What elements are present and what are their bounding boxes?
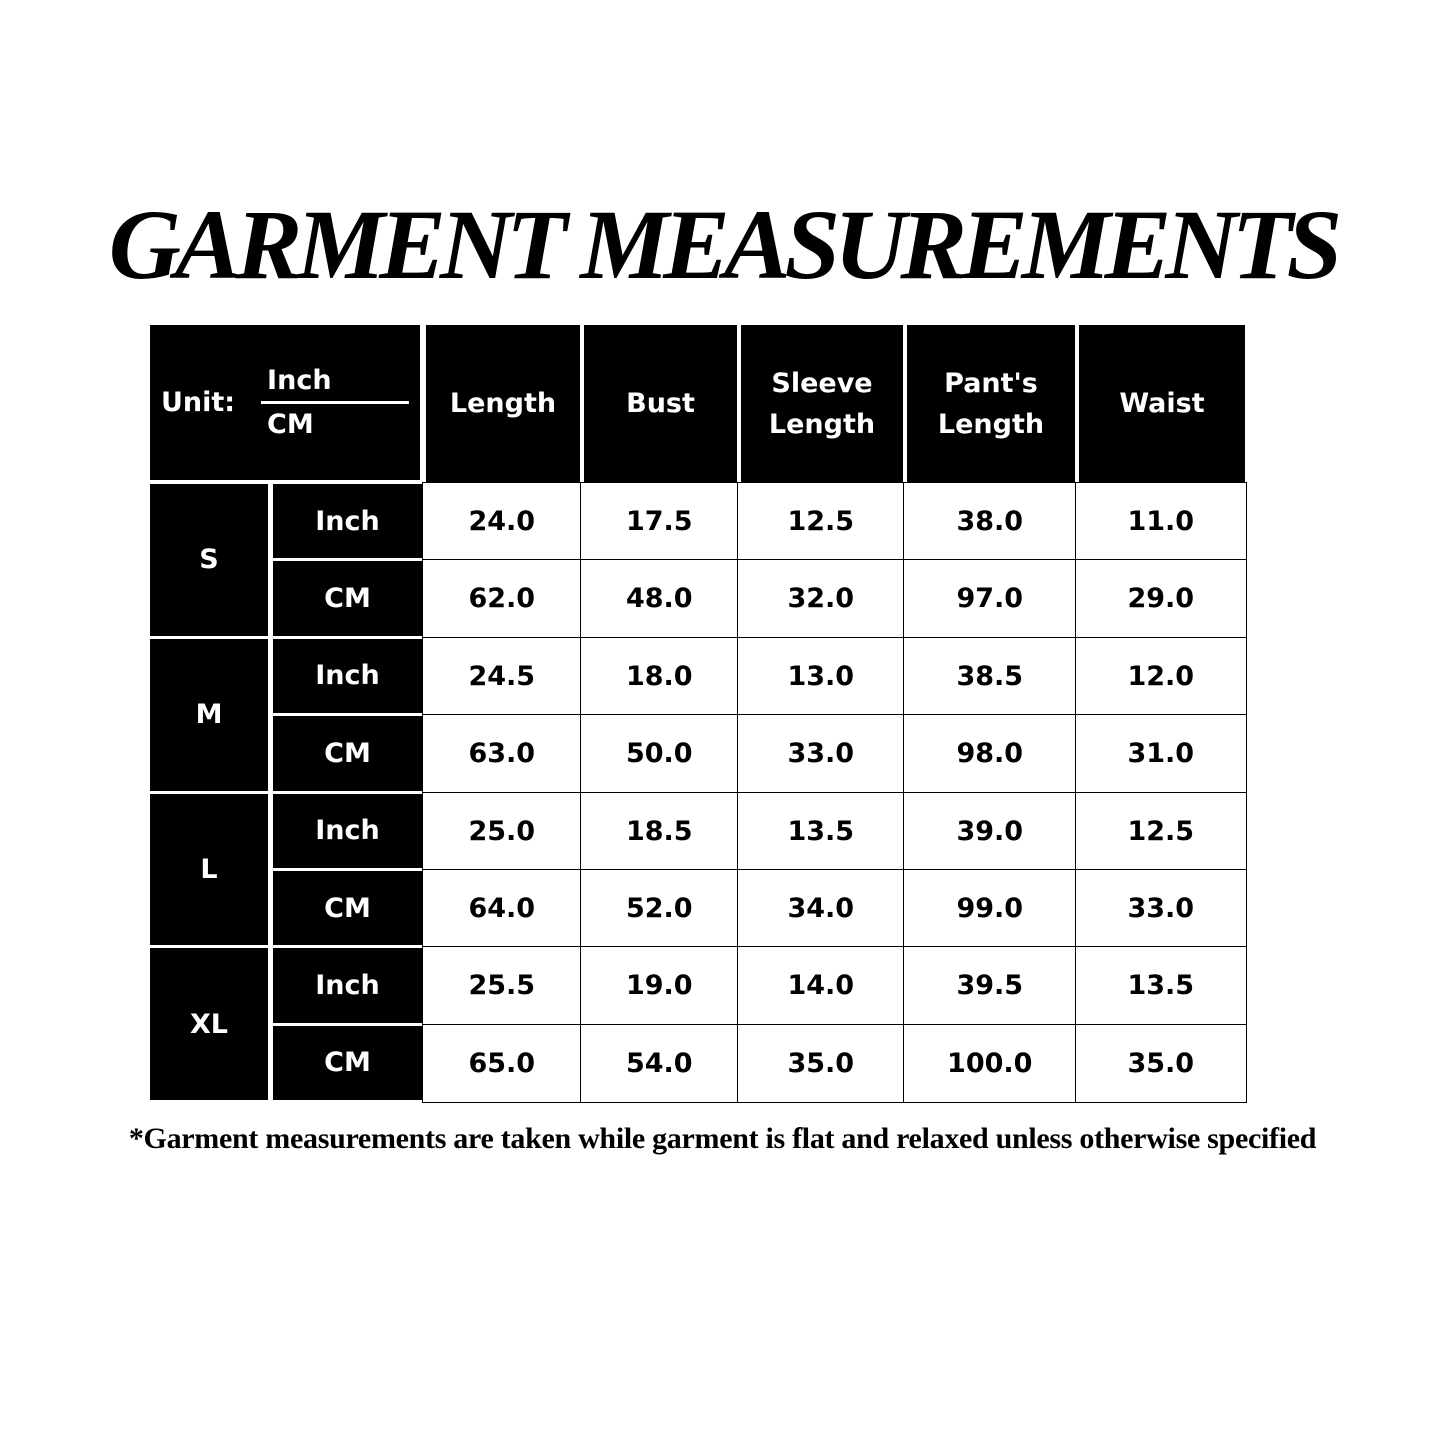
column-header: Sleeve Length <box>741 325 903 482</box>
table-cell: 12.5 <box>737 482 905 561</box>
table-cell: 24.5 <box>422 636 582 716</box>
table-cell: 13.0 <box>737 636 905 716</box>
table-cell: 54.0 <box>580 1023 739 1103</box>
table-cell: 98.0 <box>903 714 1077 794</box>
table-cell: 34.0 <box>737 869 905 948</box>
unit-fraction: Inch CM <box>261 360 410 445</box>
table-cell: 29.0 <box>1075 559 1247 639</box>
unit-label: CM <box>273 1025 422 1101</box>
size-label: L <box>150 793 268 946</box>
table-cell: 38.5 <box>903 636 1077 716</box>
table-cell: 33.0 <box>737 714 905 794</box>
table-cell: 24.0 <box>422 482 582 561</box>
size-label: S <box>150 484 268 636</box>
table-cell: 35.0 <box>737 1023 905 1103</box>
table-cell: 100.0 <box>903 1023 1077 1103</box>
table-cell: 48.0 <box>580 559 739 639</box>
unit-label: Unit: <box>160 387 236 418</box>
footnote: *Garment measurements are taken while ga… <box>128 1122 1317 1155</box>
table-cell: 14.0 <box>737 946 905 1026</box>
unit-label: Inch <box>273 793 422 868</box>
table-cell: 17.5 <box>580 482 739 561</box>
table-cell: 38.0 <box>903 482 1077 561</box>
table-cell: 32.0 <box>737 559 905 639</box>
unit-label: CM <box>273 561 422 636</box>
table-cell: 35.0 <box>1075 1023 1247 1103</box>
size-label: XL <box>150 948 268 1101</box>
unit-inch-label: Inch <box>261 360 410 404</box>
column-header: Length <box>426 325 580 482</box>
size-label: M <box>150 638 268 791</box>
page-title: GARMENT MEASUREMENTS <box>108 189 1343 300</box>
unit-label: Inch <box>273 638 422 714</box>
table-cell: 18.5 <box>580 791 739 871</box>
table-cell: 65.0 <box>422 1023 582 1103</box>
table-cell: 18.0 <box>580 636 739 716</box>
column-header: Waist <box>1079 325 1245 482</box>
unit-label: CM <box>273 871 422 946</box>
table-cell: 12.0 <box>1075 636 1247 716</box>
table-cell: 25.0 <box>422 791 582 871</box>
table-cell: 19.0 <box>580 946 739 1026</box>
table-cell: 25.5 <box>422 946 582 1026</box>
column-header: Pant's Length <box>907 325 1075 482</box>
table-cell: 12.5 <box>1075 791 1247 871</box>
table-cell: 13.5 <box>1075 946 1247 1026</box>
table-cell: 11.0 <box>1075 482 1247 561</box>
table-cell: 39.5 <box>903 946 1077 1026</box>
table-cell: 50.0 <box>580 714 739 794</box>
table-cell: 99.0 <box>903 869 1077 948</box>
unit-label: Inch <box>273 948 422 1023</box>
unit-label: CM <box>273 716 422 791</box>
table-cell: 13.5 <box>737 791 905 871</box>
table-cell: 63.0 <box>422 714 582 794</box>
column-header: Bust <box>584 325 737 482</box>
unit-label: Inch <box>273 484 422 559</box>
unit-cm-label: CM <box>267 409 314 440</box>
table-cell: 31.0 <box>1075 714 1247 794</box>
table-cell: 39.0 <box>903 791 1077 871</box>
table-cell: 62.0 <box>422 559 582 639</box>
size-chart-table: Unit: Inch CM Length Bust Sleeve Length Pan… <box>150 325 1247 1103</box>
table-cell: 52.0 <box>580 869 739 948</box>
table-cell: 33.0 <box>1075 869 1247 948</box>
unit-header-cell: Unit: Inch CM <box>150 325 420 480</box>
table-cell: 97.0 <box>903 559 1077 639</box>
table-cell: 64.0 <box>422 869 582 948</box>
